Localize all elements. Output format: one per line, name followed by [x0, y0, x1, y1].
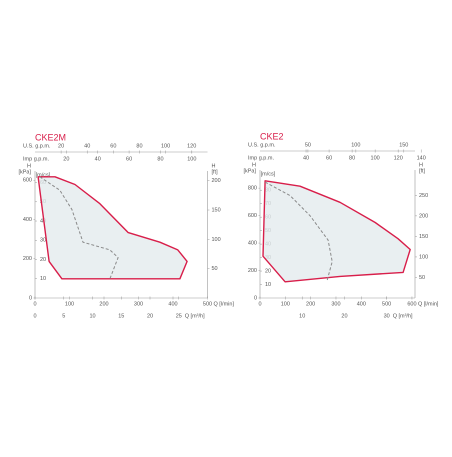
y2-tick-label: 0: [254, 295, 257, 301]
y-tick-label: 30: [40, 238, 46, 244]
axis-label: [ft]: [419, 168, 426, 174]
axis-label: H: [252, 162, 256, 168]
chart-title: CKE2M: [35, 132, 66, 142]
x-tick-label: 0: [33, 301, 36, 307]
x-tick-label: 400: [168, 301, 177, 307]
x-tick-label: 40: [84, 143, 90, 149]
x-tick-label: 120: [187, 143, 196, 149]
x-tick-label: 600: [407, 301, 416, 307]
axis-label: U.S. g.p.m.: [248, 142, 276, 148]
axis-label: [kPa]: [18, 169, 31, 175]
chart-title: CKE2: [260, 131, 284, 141]
y2-tick-label: 400: [23, 217, 32, 223]
y2-tick-label: 0: [29, 295, 32, 301]
x-tick-label: 100: [65, 301, 74, 307]
y3-tick-label: 150: [419, 234, 428, 240]
y3-tick-label: 100: [419, 254, 428, 260]
axis-label: [ft]: [212, 169, 219, 175]
x-tick-label: 60: [326, 155, 332, 161]
axis-label: [kPa]: [243, 168, 256, 174]
y2-tick-label: 400: [248, 241, 257, 247]
y3-tick-label: 250: [419, 193, 428, 199]
y-tick-label: 10: [265, 282, 271, 288]
x-tick-label: 100: [161, 143, 170, 149]
y3-tick-label: 200: [212, 178, 221, 184]
x-tick-label: 20: [341, 313, 347, 319]
x-tick-label: 60: [110, 143, 116, 149]
y3-tick-label: 100: [212, 237, 221, 243]
y-tick-label: 20: [40, 257, 46, 263]
y-tick-label: 20: [265, 269, 271, 275]
axis-label: Q [l/min]: [418, 301, 439, 307]
x-tick-label: 100: [351, 142, 360, 148]
x-tick-label: 15: [118, 313, 124, 319]
y2-tick-label: 200: [248, 268, 257, 274]
x-tick-label: 30: [384, 313, 390, 319]
x-tick-label: 300: [134, 301, 143, 307]
y-tick-label: 40: [40, 218, 46, 224]
performance-curve: [39, 176, 119, 279]
axis-label: H: [419, 162, 423, 168]
axis-label: H: [212, 163, 216, 169]
x-tick-label: 200: [99, 301, 108, 307]
axis-label: Q [m³/h]: [185, 313, 205, 319]
y3-tick-label: 200: [419, 213, 428, 219]
x-tick-label: 40: [95, 156, 101, 162]
x-tick-label: 80: [349, 155, 355, 161]
x-tick-label: 20: [147, 313, 153, 319]
axis-label: U.S. g.p.m.: [23, 143, 51, 149]
axis-label: Q [m³/h]: [393, 313, 413, 319]
x-tick-label: 500: [382, 301, 391, 307]
axis-label: [m/cs]: [261, 171, 276, 177]
x-tick-label: 140: [417, 155, 426, 161]
y3-tick-label: 150: [212, 207, 221, 213]
y3-tick-label: 50: [419, 275, 425, 281]
x-tick-label: 0: [258, 301, 261, 307]
axis-label: H: [27, 163, 31, 169]
x-tick-label: 100: [371, 155, 380, 161]
x-tick-label: 50: [305, 142, 311, 148]
y2-tick-label: 600: [23, 178, 32, 184]
x-tick-label: 100: [281, 301, 290, 307]
axis-label: Imp g.p.m.: [23, 156, 49, 162]
x-tick-label: 20: [58, 143, 64, 149]
y2-tick-label: 600: [248, 213, 257, 219]
axis-label: [m/cs]: [36, 172, 51, 178]
x-tick-label: 500: [203, 301, 212, 307]
x-tick-label: 20: [63, 156, 69, 162]
y3-tick-label: 50: [212, 266, 218, 272]
x-tick-label: 5: [62, 313, 65, 319]
y2-tick-label: 800: [248, 186, 257, 192]
x-tick-label: 80: [157, 156, 163, 162]
axis-label: Imp g.p.m.: [248, 155, 274, 161]
x-tick-label: 60: [126, 156, 132, 162]
axis-label: Q [l/min]: [214, 301, 235, 307]
x-tick-label: 25: [176, 313, 182, 319]
x-tick-label: 400: [357, 301, 366, 307]
envelope: [37, 176, 188, 280]
x-tick-label: 80: [136, 143, 142, 149]
x-tick-label: 120: [394, 155, 403, 161]
envelope: [262, 180, 411, 283]
y-tick-label: 10: [40, 276, 46, 282]
x-tick-label: 0: [33, 313, 36, 319]
x-tick-label: 10: [299, 313, 305, 319]
x-tick-label: 10: [89, 313, 95, 319]
x-tick-label: 150: [399, 142, 408, 148]
x-tick-label: 300: [331, 301, 340, 307]
x-tick-label: 200: [306, 301, 315, 307]
performance-curve: [264, 181, 333, 281]
x-tick-label: 40: [303, 155, 309, 161]
x-tick-label: 100: [187, 156, 196, 162]
y2-tick-label: 200: [23, 256, 32, 262]
